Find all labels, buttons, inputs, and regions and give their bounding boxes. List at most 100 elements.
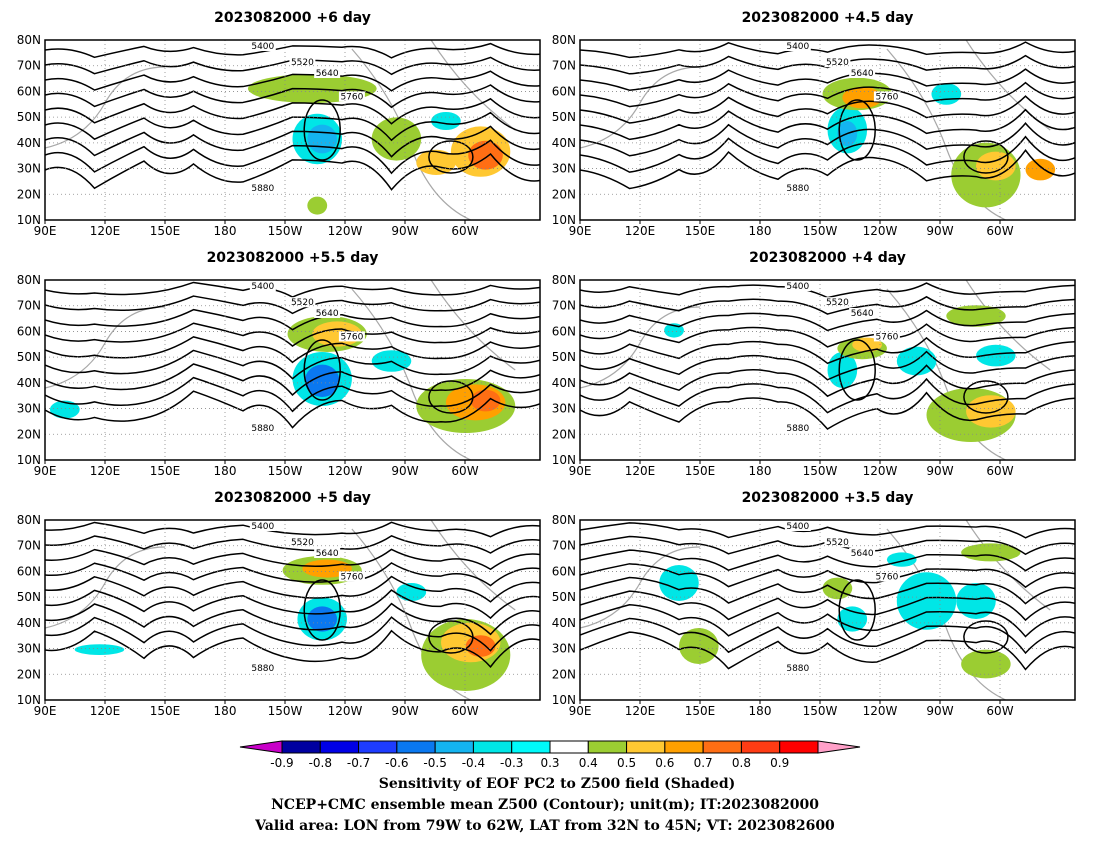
- coastline: [45, 546, 166, 629]
- panel-title: 2023082000 +5 day: [214, 490, 371, 506]
- contour-label: 5760: [340, 92, 363, 102]
- contour-label: 5400: [251, 522, 274, 532]
- colorbar-box: [358, 740, 398, 754]
- z500-contour: [580, 604, 1075, 638]
- contour-label-bg: [338, 91, 365, 102]
- lon-tick-label: 90E: [569, 464, 592, 478]
- lat-tick-label: 20N: [17, 667, 41, 681]
- z500-contour: [45, 42, 540, 59]
- lon-tick-label: 120E: [625, 224, 656, 238]
- lat-tick-label: 80N: [552, 273, 576, 287]
- z500-contour: [45, 281, 540, 298]
- lat-tick-label: 20N: [552, 427, 576, 441]
- contour-label: 5640: [851, 549, 874, 559]
- coastline: [580, 66, 701, 149]
- lon-tick-label: 120E: [90, 464, 121, 478]
- z500-contour: [45, 84, 540, 109]
- contour-label-bg: [873, 331, 900, 342]
- contour-label: 5640: [316, 69, 339, 79]
- contour-label-bg: [249, 423, 276, 434]
- colorbar-tick-label: 0.4: [579, 756, 598, 770]
- z500-contour: [963, 380, 1009, 414]
- caption-line-2: NCEP+CMC ensemble mean Z500 (Contour); u…: [271, 797, 819, 813]
- z500-contour: [45, 548, 540, 571]
- map-frame: [44, 519, 541, 701]
- lat-tick-label: 40N: [552, 376, 576, 390]
- z500-contour: [580, 563, 1075, 589]
- colorbar-tick-label: 0.5: [617, 756, 636, 770]
- z500-contour: [45, 295, 540, 315]
- sensitivity-shade: [976, 344, 1016, 367]
- coastline: [351, 288, 471, 460]
- colorbar-tick-label: 0.7: [694, 756, 713, 770]
- lat-tick-label: 60N: [552, 564, 576, 578]
- contour-label: 5880: [786, 184, 809, 194]
- lon-tick-label: 60W: [986, 464, 1013, 478]
- contour-label: 5520: [826, 538, 849, 548]
- lat-tick-label: 60N: [552, 324, 576, 338]
- lat-tick-label: 10N: [552, 213, 576, 227]
- z500-contour: [580, 108, 1075, 141]
- z500-contour: [580, 350, 1075, 381]
- contour-label-bg: [873, 91, 900, 102]
- lat-tick-label: 70N: [17, 59, 41, 73]
- contour-label: 5400: [786, 42, 809, 52]
- lon-tick-label: 120W: [328, 224, 363, 238]
- map-content: [580, 520, 1075, 700]
- contour-label: 5520: [826, 58, 849, 68]
- lon-tick-label: 120W: [863, 464, 898, 478]
- sensitivity-shade: [961, 649, 1011, 679]
- sensitivity-shade: [896, 572, 957, 630]
- coastline: [886, 288, 1006, 460]
- lon-tick-label: 150E: [685, 464, 716, 478]
- map-background: [45, 40, 540, 220]
- colorbar-max-arrow: [817, 740, 861, 754]
- contour-label: 5640: [316, 309, 339, 319]
- lat-tick-label: 60N: [17, 564, 41, 578]
- contour-label: 5760: [875, 332, 898, 342]
- contour-label-bg: [849, 308, 876, 318]
- lon-tick-label: 90W: [391, 464, 418, 478]
- contour-label-bg: [249, 183, 276, 194]
- lon-tick-label: 60W: [451, 464, 478, 478]
- lat-tick-label: 20N: [17, 187, 41, 201]
- sensitivity-shade: [371, 117, 422, 161]
- z500-contour: [45, 111, 540, 142]
- lat-tick-label: 80N: [17, 273, 41, 287]
- lon-tick-label: 150W: [268, 224, 303, 238]
- colorbar-box: [396, 740, 436, 754]
- colorbar-box: [779, 740, 819, 754]
- z500-contour: [45, 349, 540, 380]
- lon-tick-label: 150E: [685, 704, 716, 718]
- z500-contour: [580, 122, 1075, 157]
- contour-label: 5640: [851, 309, 874, 319]
- z500-contour: [428, 140, 474, 174]
- lon-tick-label: 180: [214, 224, 237, 238]
- colorbar-tick-label: -0.3: [500, 756, 523, 770]
- contour-label-bg: [289, 297, 316, 308]
- lat-tick-label: 40N: [17, 376, 41, 390]
- lat-tick-label: 50N: [17, 590, 41, 604]
- z500-contour: [580, 631, 1075, 671]
- lon-tick-label: 180: [749, 704, 772, 718]
- lat-tick-label: 10N: [552, 693, 576, 707]
- lon-tick-label: 180: [214, 704, 237, 718]
- lat-tick-label: 60N: [552, 84, 576, 98]
- sensitivity-shade: [307, 196, 328, 215]
- lon-tick-label: 120W: [328, 704, 363, 718]
- lat-tick-label: 50N: [17, 110, 41, 124]
- contour-label: 5760: [340, 332, 363, 342]
- lon-tick-label: 180: [749, 464, 772, 478]
- lat-tick-label: 20N: [17, 427, 41, 441]
- colorbar-box: [702, 740, 742, 754]
- z500-contour: [45, 616, 540, 652]
- contour-label: 5880: [251, 664, 274, 674]
- lon-tick-label: 60W: [986, 704, 1013, 718]
- sensitivity-shade: [822, 577, 853, 600]
- lat-tick-label: 40N: [17, 136, 41, 150]
- colorbar-tick-label: -0.7: [347, 756, 370, 770]
- z500-contour: [838, 99, 876, 161]
- sensitivity-shade: [1025, 158, 1056, 181]
- z500-contour: [580, 135, 1075, 173]
